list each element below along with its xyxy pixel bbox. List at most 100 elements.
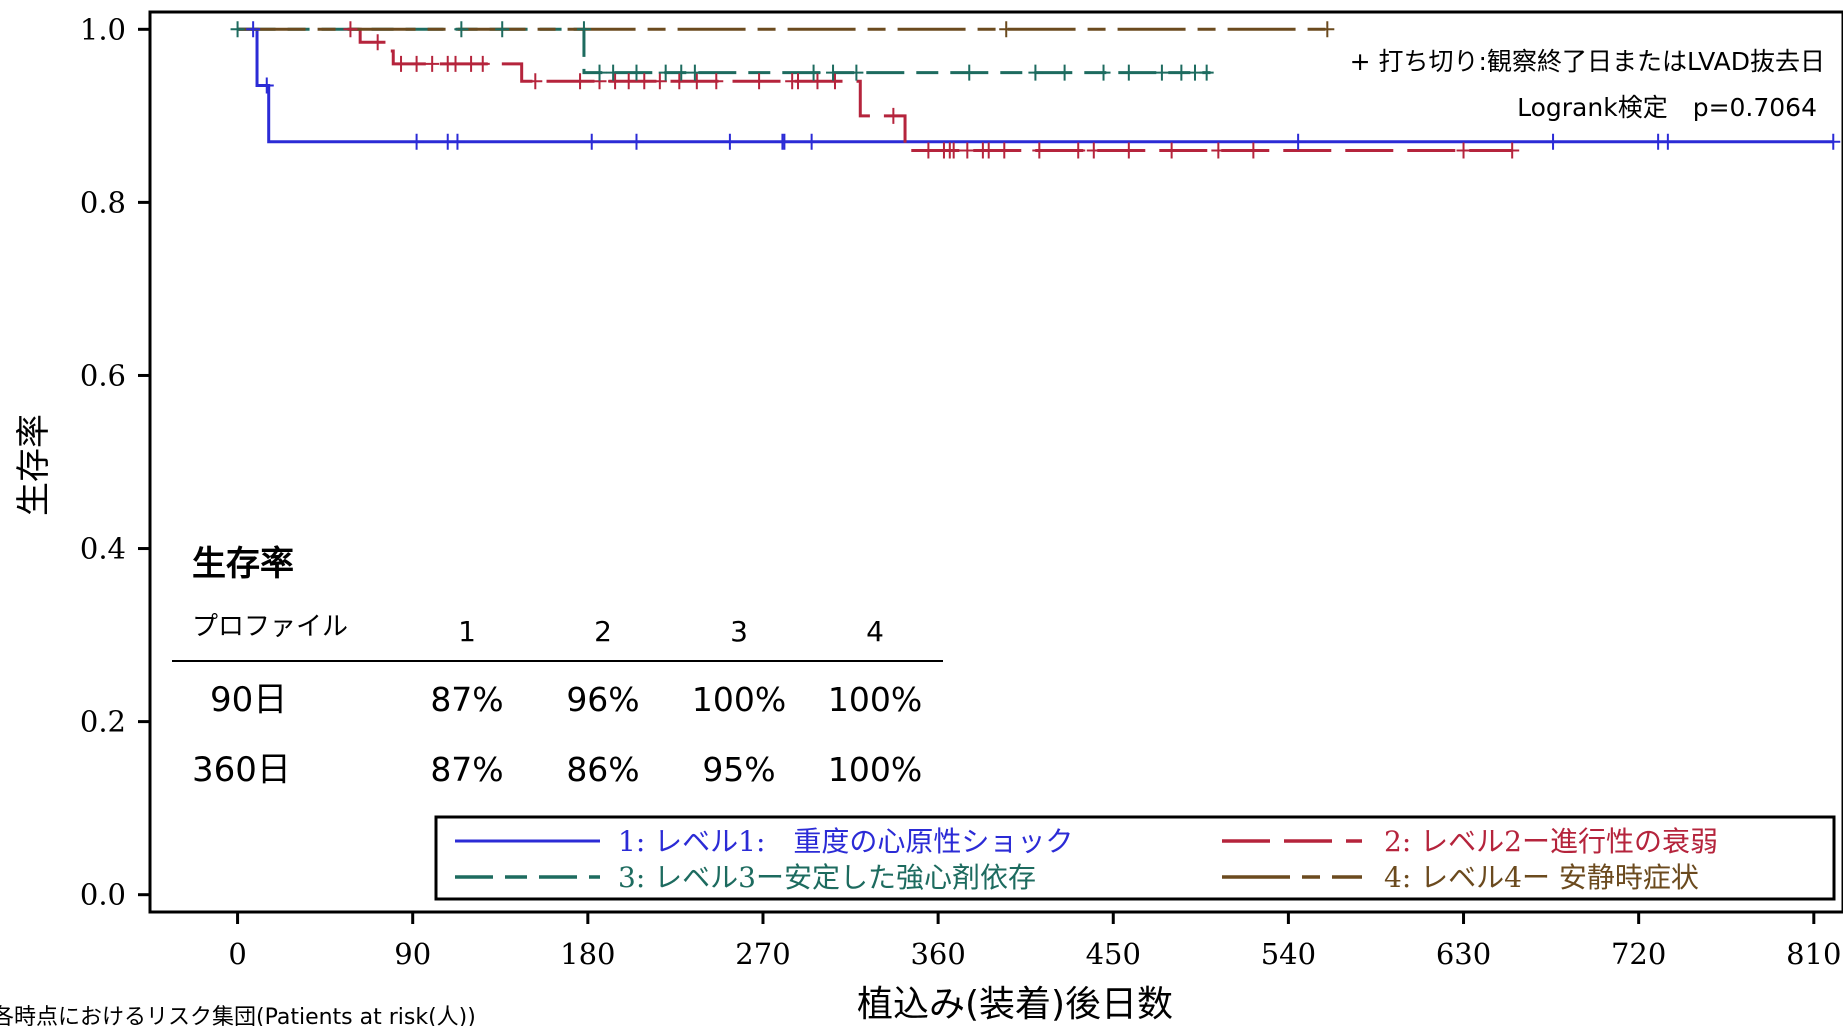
censor-mark-series-2: [409, 55, 424, 72]
censor-mark-series-2: [608, 73, 623, 90]
censor-mark-series-2: [343, 21, 358, 38]
table-header-4: 4: [866, 615, 884, 648]
table-row-360-label: 360日: [192, 750, 291, 790]
censor-mark-series-2: [1071, 142, 1086, 159]
censor-mark-series-3: [806, 64, 821, 81]
table-row-360-p2: 86%: [566, 750, 639, 789]
legend-label-series-1: 1: レベル1: 重度の心原性ショック: [618, 825, 1073, 858]
y-tick-label: 0.8: [80, 185, 126, 219]
censor-mark-series-2: [946, 142, 961, 159]
censor-mark-series-2: [1246, 142, 1261, 159]
legend-label-series-2: 2: レベル2ー進行性の衰弱: [1384, 825, 1718, 858]
y-tick-label: 0.2: [80, 705, 126, 739]
y-tick-label: 0.4: [80, 532, 126, 566]
censor-mark-series-2: [1505, 142, 1520, 159]
legend-label-series-3: 3: レベル3ー安定した強心剤依存: [618, 861, 1036, 894]
censor-mark-series-2: [448, 55, 463, 72]
censor-mark-series-2: [1121, 142, 1136, 159]
censor-mark-series-4: [1320, 21, 1335, 38]
censor-mark-series-1: [409, 133, 424, 150]
survival-table-title: 生存率: [192, 544, 294, 584]
x-tick-label: 810: [1786, 937, 1841, 971]
censor-mark-series-3: [962, 64, 977, 81]
censor-mark-series-1: [722, 133, 737, 150]
censor-mark-series-2: [752, 73, 767, 90]
censor-mark-series-3: [658, 64, 673, 81]
axis-ticks: 0 90 180 270 360 450 540 630 720 810 0.0 0.2 0.4 0.6 0…: [80, 12, 1842, 971]
x-tick-label: 540: [1261, 937, 1316, 971]
survival-curve-series-2: [350, 27, 1513, 152]
censor-mark-series-3: [606, 64, 621, 81]
legend-box: [434, 815, 1836, 901]
censor-mark-series-2: [1164, 142, 1179, 159]
censor-mark-series-1: [584, 133, 599, 150]
censor-mark-series-2: [886, 107, 901, 124]
censor-mark-series-2: [464, 55, 479, 72]
censor-mark-series-3: [1121, 64, 1136, 81]
censor-mark-series-2: [528, 73, 543, 90]
censor-mark-series-2: [370, 34, 385, 51]
censor-mark-series-2: [1211, 142, 1226, 159]
censor-mark-series-3: [1174, 64, 1189, 81]
censor-mark-series-3: [1187, 64, 1202, 81]
censor-mark-series-1: [1291, 133, 1306, 150]
x-tick-label: 630: [1436, 937, 1491, 971]
x-tick-label: 180: [560, 937, 615, 971]
censor-mark-series-3: [230, 21, 245, 38]
censor-mark-series-2: [394, 55, 409, 72]
plot-frame: [148, 10, 1843, 914]
censor-mark-series-1: [450, 133, 465, 150]
table-row-90-p1: 87%: [430, 680, 503, 719]
x-tick-label: 360: [910, 937, 965, 971]
censor-mark-series-2: [810, 73, 825, 90]
censor-mark-series-2: [652, 73, 667, 90]
censor-mark-series-2: [709, 73, 724, 90]
x-tick-label: 90: [394, 937, 431, 971]
table-row-360-p3: 95%: [702, 750, 775, 789]
censor-mark-series-2: [1032, 142, 1047, 159]
censor-mark-series-2: [981, 142, 996, 159]
censor-mark-series-3: [576, 21, 591, 38]
censor-mark-series-3: [1154, 64, 1169, 81]
censor-mark-series-1: [804, 133, 819, 150]
censor-mark-series-2: [425, 55, 440, 72]
censor-mark-series-3: [849, 64, 864, 81]
x-tick-label: 720: [1611, 937, 1666, 971]
censor-mark-series-3: [592, 64, 607, 81]
censor-mark-series-1: [259, 77, 274, 94]
x-tick-label: 270: [735, 937, 790, 971]
censor-mark-series-2: [960, 142, 975, 159]
legend-label-series-4: 4: レベル4ー 安静時症状: [1384, 861, 1699, 894]
censor-mark-series-1: [1660, 133, 1675, 150]
censor-mark-series-3: [1057, 64, 1072, 81]
table-row-90-label: 90日: [210, 680, 287, 720]
table-header-3: 3: [730, 615, 748, 648]
censor-mark-series-3: [495, 21, 510, 38]
y-tick-label: 0.0: [80, 878, 126, 912]
censor-mark-series-3: [454, 21, 469, 38]
censor-mark-series-4: [999, 21, 1014, 38]
censor-mark-series-3: [826, 64, 841, 81]
censor-mark-series-1: [1826, 133, 1841, 150]
y-tick-label: 0.6: [80, 358, 126, 392]
table-header-2: 2: [594, 615, 612, 648]
censor-mark-series-1: [246, 21, 261, 38]
censor-mark-series-3: [674, 64, 689, 81]
table-row-360-p1: 87%: [430, 750, 503, 789]
censor-mark-series-3: [629, 64, 644, 81]
patients-at-risk-caption: 各時点におけるリスク集団(Patients at risk(人)): [0, 1005, 476, 1026]
censor-mark-series-3: [1199, 64, 1214, 81]
censor-note: + 打ち切り:観察終了日またはLVAD抜去日: [1350, 47, 1825, 76]
logrank-label: Logrank検定 p=0.7064: [1517, 93, 1817, 122]
censor-mark-series-2: [997, 142, 1012, 159]
censor-mark-series-2: [672, 73, 687, 90]
censor-mark-series-2: [621, 73, 636, 90]
censor-mark-series-2: [1456, 142, 1471, 159]
censor-mark-series-1: [629, 133, 644, 150]
x-axis-label: 植込み(装着)後日数: [857, 984, 1173, 1025]
table-row-90-p4: 100%: [828, 680, 922, 719]
table-row-90-p2: 96%: [566, 680, 639, 719]
table-header-profile: プロファイル: [192, 612, 348, 642]
censor-mark-series-1: [777, 133, 792, 150]
